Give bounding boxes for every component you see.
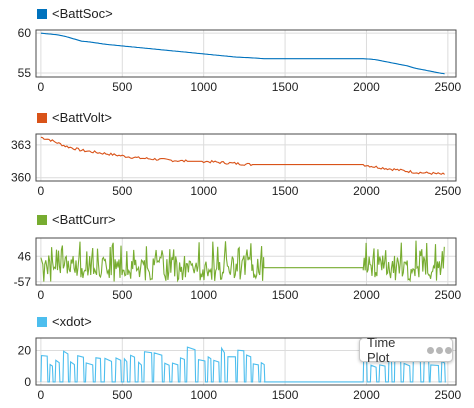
panel-title: <BattVolt> bbox=[52, 110, 112, 125]
x-tick-label: 1000 bbox=[190, 80, 217, 94]
y-tick-label: -57 bbox=[14, 275, 32, 289]
y-tick-label: 55 bbox=[18, 66, 32, 80]
y-tick-label: 46 bbox=[18, 249, 32, 263]
panel-2: <BattCurr> 0 500 1000 1500 2000 2500 -57 46 bbox=[14, 212, 462, 302]
x-tick-label: 0 bbox=[38, 288, 45, 302]
y-tick-label: 363 bbox=[11, 138, 31, 152]
x-tick-label: 2500 bbox=[435, 288, 462, 302]
time-plot-label: Time Plot bbox=[367, 335, 396, 365]
x-tick-label: 2000 bbox=[353, 80, 380, 94]
x-tick-label: 500 bbox=[112, 288, 132, 302]
axes-frame bbox=[35, 337, 457, 386]
series-line bbox=[40, 240, 445, 283]
axes-frame bbox=[35, 237, 457, 286]
axes-frame bbox=[35, 29, 457, 78]
x-tick-label: 2500 bbox=[435, 388, 462, 402]
y-tick-label: 60 bbox=[18, 26, 32, 40]
x-tick-label: 2500 bbox=[435, 184, 462, 198]
y-tick-label: 20 bbox=[18, 344, 32, 358]
panel-title: <xdot> bbox=[52, 314, 92, 329]
x-tick-label: 1500 bbox=[272, 288, 299, 302]
x-tick-label: 1000 bbox=[190, 288, 217, 302]
x-tick-label: 2000 bbox=[353, 388, 380, 402]
panel-0: <BattSoc> 0 500 1000 1500 2000 2500 55 60 bbox=[18, 6, 462, 94]
legend-swatch bbox=[37, 9, 47, 19]
plot-area bbox=[36, 134, 456, 181]
series-line bbox=[40, 346, 446, 383]
x-tick-label: 2500 bbox=[435, 80, 462, 94]
panel-title: <BattSoc> bbox=[52, 6, 113, 21]
panel-1: <BattVolt> 0 500 1000 1500 2000 2500 360 363 bbox=[11, 110, 462, 198]
y-tick-label: 360 bbox=[11, 171, 31, 185]
x-tick-label: 500 bbox=[112, 80, 132, 94]
x-tick-label: 1500 bbox=[272, 80, 299, 94]
series-line bbox=[40, 136, 445, 176]
ellipsis-icon[interactable] bbox=[427, 346, 452, 354]
x-tick-label: 2000 bbox=[353, 184, 380, 198]
x-tick-label: 0 bbox=[38, 80, 45, 94]
x-tick-label: 0 bbox=[38, 184, 45, 198]
x-tick-label: 1500 bbox=[272, 388, 299, 402]
legend-swatch bbox=[37, 317, 47, 327]
x-tick-label: 500 bbox=[112, 184, 132, 198]
legend-swatch bbox=[37, 215, 47, 225]
x-tick-label: 1000 bbox=[190, 184, 217, 198]
x-tick-label: 2000 bbox=[353, 288, 380, 302]
x-tick-label: 0 bbox=[38, 388, 45, 402]
plot-area bbox=[36, 30, 456, 77]
time-plot-badge[interactable]: Time Plot bbox=[359, 335, 453, 365]
x-tick-label: 500 bbox=[112, 388, 132, 402]
series-line bbox=[40, 32, 445, 75]
y-tick-label: 0 bbox=[24, 375, 31, 389]
panel-title: <BattCurr> bbox=[52, 212, 116, 227]
x-tick-label: 1000 bbox=[190, 388, 217, 402]
axes-frame bbox=[35, 133, 457, 182]
legend-swatch bbox=[37, 113, 47, 123]
x-tick-label: 1500 bbox=[272, 184, 299, 198]
